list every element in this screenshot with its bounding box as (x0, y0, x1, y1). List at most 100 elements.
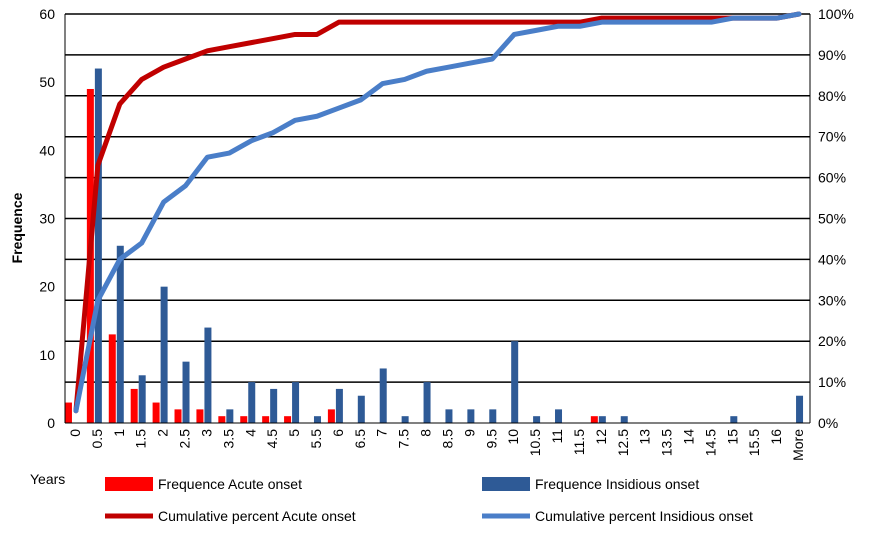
x-tick-label: 11.5 (571, 429, 587, 455)
bar-insidious (116, 245, 124, 423)
x-tick-label: 13.5 (659, 429, 675, 456)
x-tick-label: 7 (374, 429, 390, 437)
bar-acute (130, 388, 138, 423)
x-tick-label: More (790, 429, 806, 461)
y-tick-label: 0 (47, 415, 55, 431)
plot-area (64, 11, 811, 424)
y2-tick-label: 60% (818, 170, 846, 186)
bar-insidious (533, 416, 541, 423)
x-tick-label: 8.5 (439, 429, 455, 449)
x-tick-label: 1.5 (133, 429, 149, 449)
x-tick-label: 12 (593, 429, 609, 445)
x-tick-label: 0.5 (89, 429, 105, 449)
y2-tick-label: 20% (818, 333, 846, 349)
legend-swatch (105, 477, 153, 491)
x-tick-label: 15 (724, 429, 740, 445)
bar-insidious (204, 327, 212, 423)
bar-insidious (379, 368, 387, 423)
y-tick-label: 40 (39, 142, 55, 158)
x-tick-label: 2.5 (177, 429, 193, 449)
x-tick-label: 14.5 (702, 429, 718, 456)
y2-tick-label: 100% (818, 6, 854, 22)
x-tick-label: 4.5 (264, 429, 280, 449)
bar-acute (64, 402, 72, 423)
y2-tick-label: 40% (818, 251, 846, 267)
x-tick-label: 9.5 (483, 429, 499, 449)
bar-insidious (796, 395, 804, 423)
bar-insidious (357, 395, 365, 423)
bar-insidious (598, 416, 606, 423)
x-axis-title: Years (30, 471, 65, 487)
legend: Frequence Acute onset Frequence Insidious… (105, 476, 753, 524)
line-cumulative-acute (73, 11, 802, 414)
x-tick-label: 1 (111, 429, 127, 437)
bar-insidious (555, 409, 563, 423)
bar-insidious (620, 416, 628, 423)
x-tick-label: 11 (549, 429, 565, 444)
x-tick-label: 16 (768, 429, 784, 445)
x-tick-label: 2 (155, 429, 171, 437)
x-tick-label: 5.5 (308, 429, 324, 449)
y-tick-label: 60 (39, 6, 55, 22)
bar-insidious (160, 286, 168, 423)
x-tick-label: 15.5 (746, 429, 762, 456)
legend-label: Cumulative percent Insidious onset (535, 508, 753, 524)
bar-insidious (94, 68, 102, 424)
legend-swatch (482, 477, 530, 491)
bar-insidious (401, 416, 409, 423)
bar-acute (152, 402, 160, 423)
x-tick-label: 10 (505, 429, 521, 445)
x-tick-label: 6 (330, 429, 346, 437)
x-tick-label: 9 (461, 429, 477, 437)
y2-tick-label: 80% (818, 88, 846, 104)
bar-insidious (182, 361, 190, 423)
bar-insidious (270, 388, 278, 423)
x-tick-label: 4 (242, 429, 258, 437)
y-tick-label: 20 (39, 279, 55, 295)
line-cumulative-insidious (73, 11, 802, 414)
bar-insidious (445, 409, 453, 423)
y-tick-label: 30 (39, 211, 55, 227)
bar-acute (218, 416, 226, 423)
bar-acute (174, 409, 182, 423)
legend-label: Frequence Insidious onset (535, 476, 699, 492)
bar-acute (327, 409, 335, 423)
bar-insidious (489, 409, 497, 423)
y-tick-label: 10 (39, 347, 55, 363)
bar-acute (240, 416, 248, 423)
bar-insidious (335, 388, 343, 423)
bar-insidious (138, 375, 146, 423)
x-tick-label: 14 (680, 429, 696, 445)
bar-insidious (423, 382, 431, 423)
bar-insidious (226, 409, 234, 423)
bar-acute (196, 409, 204, 423)
bar-insidious (467, 409, 475, 423)
bar-insidious (248, 382, 256, 423)
bar-acute (262, 416, 270, 423)
x-tick-label: 5 (286, 429, 302, 437)
legend-label: Cumulative percent Acute onset (158, 508, 356, 524)
bar-acute (284, 416, 292, 423)
y2-tick-label: 30% (818, 292, 846, 308)
y-tick-label: 50 (39, 74, 55, 90)
y-axis-title: Frequence (9, 192, 25, 263)
y2-tick-label: 0% (818, 415, 838, 431)
bar-acute (108, 334, 116, 423)
bar-insidious (313, 416, 321, 423)
x-tick-label: 12.5 (615, 429, 631, 456)
bar-acute (590, 416, 598, 423)
y2-tick-label: 10% (818, 374, 846, 390)
x-tick-label: 10.5 (527, 429, 543, 456)
x-tick-label: 0 (67, 429, 83, 437)
bar-insidious (292, 382, 300, 423)
y2-tick-label: 50% (818, 211, 846, 227)
x-tick-label: 7.5 (396, 429, 412, 449)
x-tick-label: 6.5 (352, 429, 368, 449)
x-tick-label: 3 (198, 429, 214, 437)
y2-tick-label: 70% (818, 129, 846, 145)
legend-label: Frequence Acute onset (158, 476, 302, 492)
x-tick-label: 13 (637, 429, 653, 445)
x-tick-label: 3.5 (220, 429, 236, 449)
y2-tick-label: 90% (818, 47, 846, 63)
